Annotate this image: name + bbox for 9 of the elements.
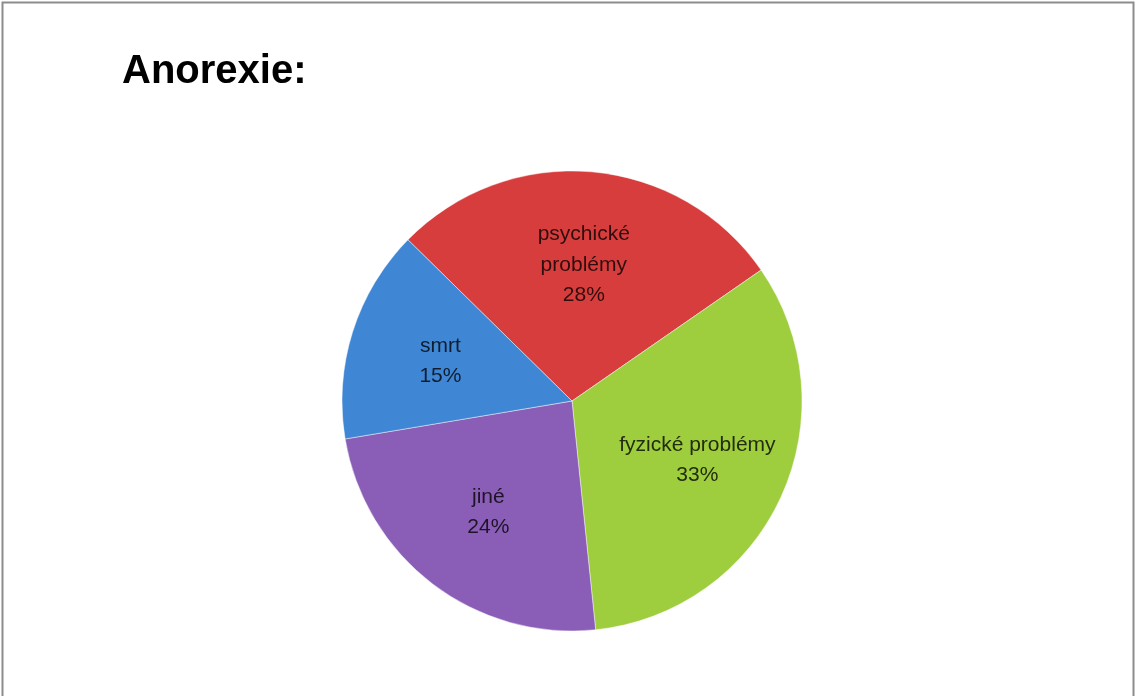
data-label: 15% xyxy=(419,363,462,387)
chart-title: Anorexie: xyxy=(122,47,307,91)
slice-label: smrt xyxy=(419,332,461,356)
data-label: 28% xyxy=(562,282,605,306)
slice-label: psychické problémy xyxy=(537,221,630,275)
slice-label: jiné xyxy=(471,483,505,507)
slice-label: fyzické problémy xyxy=(619,431,777,455)
data-label: 24% xyxy=(467,514,510,538)
data-label: 33% xyxy=(676,462,719,486)
